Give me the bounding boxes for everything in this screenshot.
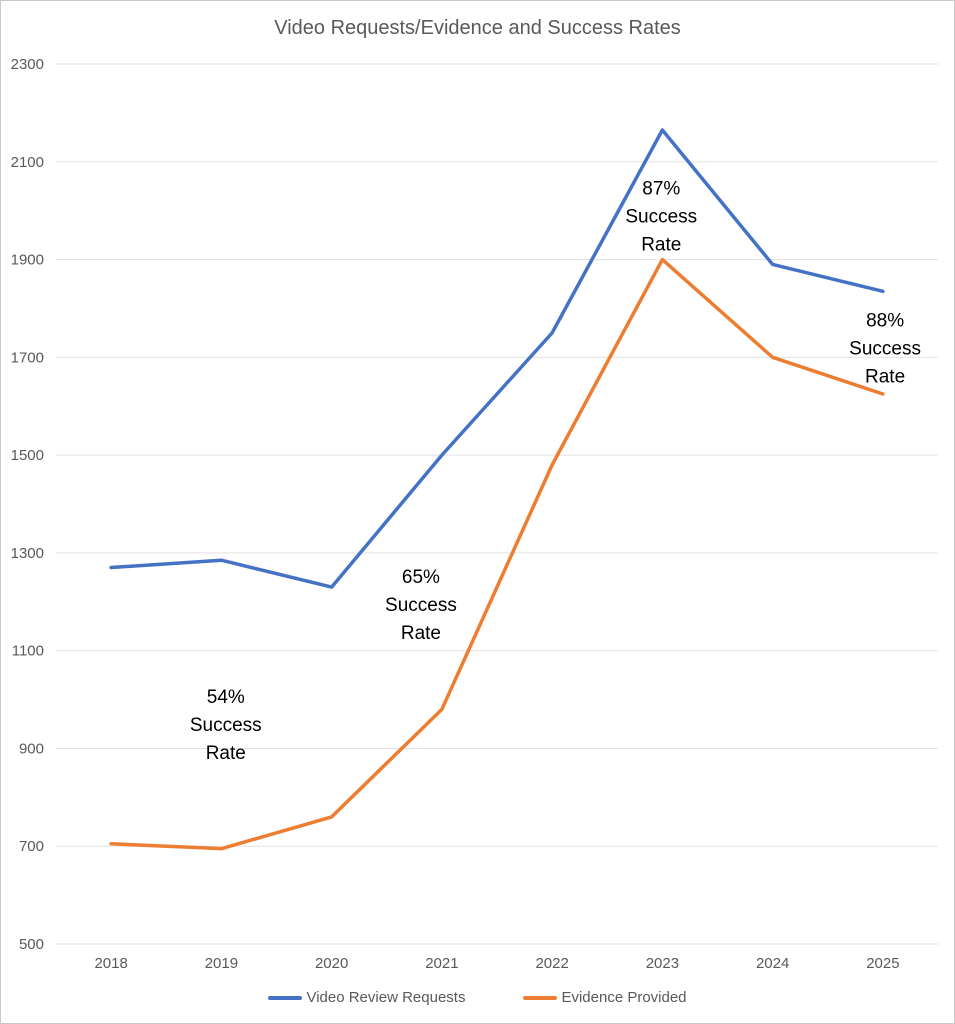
y-tick-label: 2100	[11, 154, 44, 171]
y-tick-label: 1100	[12, 643, 44, 660]
series-line-1	[109, 128, 885, 589]
annotation-success-rate: 88%	[866, 311, 904, 332]
x-tick-label: 2018	[94, 955, 127, 972]
y-tick-label: 500	[19, 936, 44, 953]
y-tick-label: 2300	[11, 56, 44, 73]
y-tick-label: 700	[19, 838, 44, 855]
annotation-success-rate: Rate	[401, 623, 441, 644]
x-tick-label: 2023	[646, 955, 679, 972]
annotation-success-rate: Success	[190, 715, 262, 736]
annotation-success-rate: Rate	[865, 367, 905, 388]
annotation-success-rate: Success	[385, 595, 457, 616]
legend-label-video-review-requests: Video Review Requests	[306, 989, 466, 1006]
y-tick-label: 1300	[11, 545, 44, 562]
y-tick-label: 1700	[11, 349, 44, 366]
x-tick-label: 2025	[866, 955, 899, 972]
annotation-success-rate: 87%	[642, 179, 680, 200]
chart-title: Video Requests/Evidence and Success Rate…	[274, 17, 681, 39]
x-tick-label: 2022	[535, 955, 568, 972]
y-tick-label: 1500	[11, 447, 44, 464]
annotation-success-rate: 65%	[402, 567, 440, 588]
x-tick-label: 2021	[425, 955, 458, 972]
annotation-success-rate: Rate	[641, 235, 681, 256]
y-tick-label: 1900	[11, 252, 44, 269]
legend-label-evidence-provided: Evidence Provided	[561, 989, 687, 1006]
x-tick-label: 2024	[756, 955, 789, 972]
y-tick-label: 900	[19, 740, 44, 757]
annotation-success-rate: Success	[625, 207, 697, 228]
legend-swatch-blue-line-icon	[268, 995, 303, 1000]
annotation-success-rate: Rate	[206, 743, 246, 764]
series-line-2	[109, 257, 885, 851]
legend: Video Review Requests Evidence Provided	[1, 989, 954, 1006]
legend-item-video-review-requests: Video Review Requests	[268, 989, 465, 1006]
annotation-success-rate: 54%	[207, 687, 245, 708]
x-tick-label: 2019	[205, 955, 238, 972]
annotation-success-rate: Success	[849, 339, 921, 360]
x-tick-label: 2020	[315, 955, 348, 972]
legend-item-evidence-provided: Evidence Provided	[523, 989, 687, 1006]
legend-swatch-orange-line-icon	[523, 995, 558, 1000]
